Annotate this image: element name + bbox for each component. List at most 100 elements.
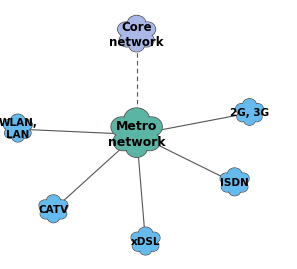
Circle shape (129, 38, 144, 52)
Circle shape (237, 173, 249, 184)
Circle shape (237, 173, 249, 184)
Circle shape (236, 182, 248, 192)
Circle shape (127, 16, 146, 32)
Circle shape (122, 22, 151, 48)
Circle shape (140, 117, 162, 137)
Circle shape (140, 22, 155, 36)
Circle shape (239, 103, 260, 123)
Circle shape (120, 34, 134, 47)
Circle shape (124, 108, 149, 131)
Circle shape (229, 185, 241, 196)
Circle shape (12, 131, 24, 142)
Circle shape (140, 133, 160, 150)
Circle shape (237, 112, 248, 122)
Circle shape (47, 211, 60, 223)
Circle shape (140, 244, 151, 255)
Circle shape (148, 232, 160, 243)
Circle shape (20, 119, 32, 130)
Circle shape (42, 199, 65, 220)
Circle shape (238, 103, 260, 123)
Circle shape (237, 112, 248, 122)
Circle shape (39, 200, 51, 211)
Circle shape (124, 108, 150, 132)
Circle shape (127, 15, 146, 33)
Circle shape (148, 232, 160, 243)
Text: xDSL: xDSL (131, 237, 160, 247)
Circle shape (20, 128, 31, 138)
Circle shape (6, 119, 29, 140)
Circle shape (126, 138, 148, 157)
Circle shape (222, 182, 233, 192)
Circle shape (126, 138, 147, 157)
Circle shape (5, 128, 16, 138)
Circle shape (140, 22, 156, 37)
Circle shape (134, 232, 157, 253)
Circle shape (236, 104, 247, 114)
Circle shape (117, 116, 157, 153)
Circle shape (111, 117, 132, 136)
Circle shape (139, 244, 152, 255)
Circle shape (3, 119, 16, 130)
Circle shape (56, 200, 68, 211)
Circle shape (132, 241, 144, 251)
Circle shape (251, 112, 262, 122)
Circle shape (20, 119, 32, 130)
Circle shape (227, 168, 242, 181)
Text: 2G, 3G: 2G, 3G (230, 108, 269, 118)
Circle shape (244, 115, 255, 125)
Circle shape (252, 104, 263, 114)
Text: CATV: CATV (38, 205, 69, 215)
Circle shape (139, 33, 154, 47)
Circle shape (132, 241, 143, 251)
Circle shape (118, 22, 134, 37)
Circle shape (139, 34, 154, 47)
Circle shape (116, 116, 157, 153)
Circle shape (129, 37, 145, 52)
Circle shape (113, 133, 133, 150)
Circle shape (251, 112, 262, 122)
Circle shape (134, 232, 157, 252)
Circle shape (220, 173, 232, 184)
Circle shape (111, 117, 133, 137)
Text: Metro
network: Metro network (108, 121, 165, 148)
Circle shape (131, 232, 143, 243)
Circle shape (48, 212, 59, 222)
Circle shape (140, 132, 160, 151)
Text: WLAN,
LAN: WLAN, LAN (0, 118, 37, 140)
Circle shape (4, 119, 15, 130)
Circle shape (141, 117, 162, 136)
Circle shape (46, 195, 61, 208)
Circle shape (228, 185, 241, 196)
Circle shape (12, 131, 24, 142)
Circle shape (10, 114, 25, 127)
Circle shape (148, 241, 159, 251)
Circle shape (220, 173, 233, 184)
Circle shape (56, 209, 67, 219)
Circle shape (236, 104, 247, 114)
Circle shape (223, 173, 246, 193)
Circle shape (113, 132, 134, 151)
Circle shape (119, 33, 134, 47)
Circle shape (228, 168, 241, 181)
Circle shape (40, 208, 52, 219)
Text: ISDN: ISDN (220, 178, 249, 188)
Circle shape (243, 99, 256, 111)
Circle shape (55, 208, 67, 219)
Circle shape (138, 227, 153, 240)
Text: Core
network: Core network (109, 21, 164, 49)
Circle shape (139, 227, 152, 240)
Circle shape (252, 104, 263, 114)
Circle shape (11, 114, 25, 127)
Circle shape (237, 182, 248, 192)
Circle shape (7, 119, 29, 139)
Circle shape (118, 22, 133, 36)
Circle shape (147, 241, 159, 251)
Circle shape (121, 21, 152, 49)
Circle shape (20, 128, 31, 138)
Circle shape (47, 195, 60, 208)
Circle shape (56, 200, 68, 211)
Circle shape (40, 209, 51, 219)
Circle shape (42, 200, 65, 220)
Circle shape (131, 232, 143, 243)
Circle shape (223, 172, 246, 193)
